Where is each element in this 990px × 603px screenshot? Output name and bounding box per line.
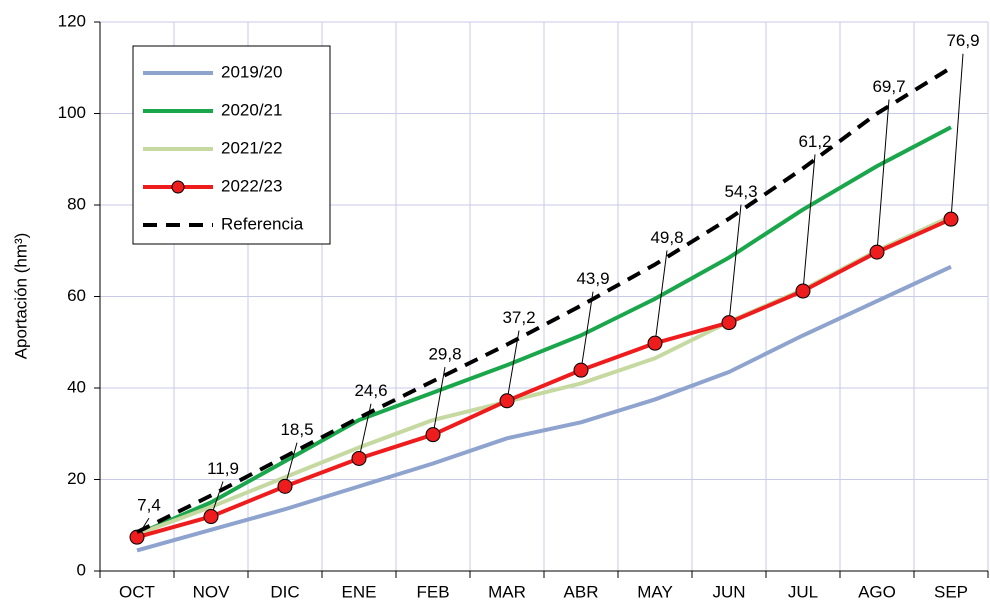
- legend-label: 2020/21: [221, 100, 282, 119]
- leader-line: [802, 154, 816, 292]
- y-tick-label: 80: [67, 194, 86, 213]
- x-tick-label: JUN: [712, 582, 745, 601]
- data-label: 54,3: [724, 182, 757, 201]
- x-tick-label: MAR: [488, 582, 526, 601]
- marker: [351, 450, 367, 466]
- y-tick-label: 100: [58, 103, 86, 122]
- legend-box: [132, 45, 331, 245]
- leader-line: [432, 367, 446, 435]
- leader-line: [950, 53, 964, 220]
- x-tick-label: FEB: [416, 582, 449, 601]
- marker: [499, 393, 515, 409]
- x-tick-label: OCT: [119, 582, 155, 601]
- leader-line: [284, 442, 298, 487]
- data-label: 43,9: [576, 269, 609, 288]
- leader-line: [876, 99, 890, 253]
- marker: [869, 244, 885, 260]
- marker: [277, 478, 293, 494]
- data-label: 49,8: [650, 228, 683, 247]
- y-tick-label: 120: [58, 11, 86, 30]
- data-label: 61,2: [798, 132, 831, 151]
- x-tick-label: NOV: [193, 582, 231, 601]
- marker: [129, 529, 145, 545]
- y-tick-label: 20: [67, 469, 86, 488]
- data-label: 11,9: [207, 459, 239, 478]
- leader-line: [654, 250, 668, 344]
- y-tick-label: 40: [67, 377, 86, 396]
- marker: [795, 283, 811, 299]
- legend-label: Referencia: [221, 214, 304, 233]
- marker: [425, 427, 441, 443]
- marker: [203, 509, 219, 525]
- line-series: [136, 217, 952, 540]
- x-tick-label: MAY: [637, 582, 673, 601]
- data-label: 76,9: [946, 31, 979, 50]
- data-label: 69,7: [872, 77, 905, 96]
- x-tick-label: AGO: [858, 582, 896, 601]
- legend-label: 2019/20: [221, 62, 282, 81]
- x-tick-label: ENE: [342, 582, 377, 601]
- y-tick-label: 0: [77, 560, 86, 579]
- x-tick-label: DIC: [270, 582, 299, 601]
- x-tick-label: JUL: [788, 582, 818, 601]
- leader-line: [580, 291, 594, 371]
- y-axis-label: Aportación (hm³): [11, 233, 30, 360]
- x-tick-label: SEP: [934, 582, 968, 601]
- x-tick-label: ABR: [564, 582, 599, 601]
- marker: [573, 362, 589, 378]
- marker: [721, 315, 737, 331]
- data-label: 29,8: [428, 345, 461, 364]
- data-label: 37,2: [502, 308, 535, 327]
- line-series: [136, 125, 952, 537]
- legend-label: 2021/22: [221, 138, 282, 157]
- legend-marker: [171, 180, 185, 194]
- data-label: 18,5: [280, 420, 313, 439]
- y-tick-label: 60: [67, 286, 86, 305]
- marker: [647, 335, 663, 351]
- data-label: 24,6: [354, 381, 387, 400]
- marker: [943, 211, 959, 227]
- data-label: 7,4: [137, 496, 161, 515]
- line-series: [136, 264, 952, 553]
- legend-label: 2022/23: [221, 176, 282, 195]
- leader-line: [728, 204, 742, 323]
- leader-line: [506, 330, 520, 401]
